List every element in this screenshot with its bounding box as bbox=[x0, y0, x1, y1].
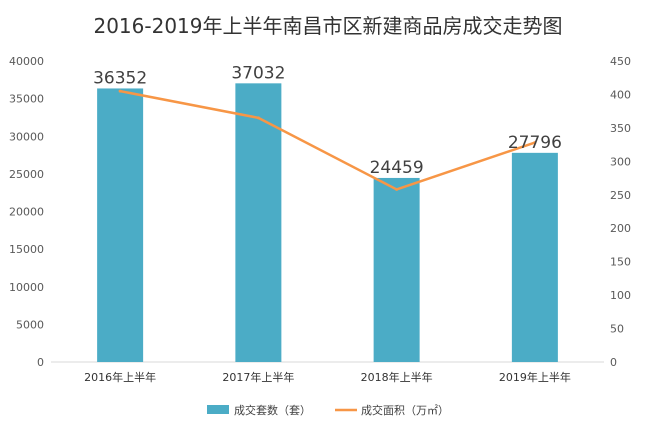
data-labels: 36352 37032 24459 27796 bbox=[93, 63, 562, 178]
axes: 0 5000 10000 15000 20000 25000 30000 35000 40000… bbox=[9, 55, 631, 384]
x-tick-label: 2018年上半年 bbox=[361, 370, 433, 384]
legend-label: 成交套数（套） bbox=[234, 403, 311, 417]
y-left-tick-label: 20000 bbox=[9, 206, 44, 219]
legend: 成交套数（套） 成交面积（万㎡） bbox=[207, 403, 449, 417]
y-left-tick-label: 0 bbox=[37, 356, 44, 369]
legend-swatch-bar bbox=[207, 405, 229, 414]
y-right-tick-label: 100 bbox=[610, 289, 631, 302]
line-series bbox=[118, 89, 537, 191]
data-label: 36352 bbox=[93, 68, 147, 88]
bar-series bbox=[97, 83, 558, 362]
line-point bbox=[118, 89, 122, 93]
data-label: 27796 bbox=[508, 133, 562, 153]
x-tick-label: 2017年上半年 bbox=[222, 370, 294, 384]
y-right-tick-label: 200 bbox=[610, 222, 631, 235]
y-right-tick-label: 400 bbox=[610, 88, 631, 101]
bar bbox=[511, 152, 558, 362]
line-path bbox=[119, 89, 536, 191]
y-right-tick-label: 50 bbox=[610, 323, 624, 336]
y-right-tick-label: 250 bbox=[610, 189, 631, 202]
y-left-tick-label: 30000 bbox=[9, 130, 44, 143]
y-left-tick-label: 10000 bbox=[9, 281, 44, 294]
y-left-tick-label: 35000 bbox=[9, 93, 44, 106]
data-label: 24459 bbox=[370, 158, 424, 178]
line-point bbox=[533, 141, 537, 145]
bar bbox=[235, 83, 282, 362]
x-tick-label: 2016年上半年 bbox=[84, 370, 156, 384]
line-point bbox=[256, 116, 260, 120]
y-right-tick-label: 0 bbox=[610, 356, 617, 369]
y-right-tick-label: 300 bbox=[610, 155, 631, 168]
x-tick-label: 2019年上半年 bbox=[499, 370, 571, 384]
bar bbox=[373, 177, 420, 362]
line-point bbox=[395, 187, 399, 191]
bar bbox=[97, 88, 144, 362]
data-label: 37032 bbox=[231, 63, 285, 83]
y-left-tick-label: 40000 bbox=[9, 55, 44, 68]
y-right-tick-label: 350 bbox=[610, 122, 631, 135]
y-left-tick-label: 5000 bbox=[16, 318, 44, 331]
legend-label: 成交面积（万㎡） bbox=[361, 403, 449, 417]
y-left-tick-label: 25000 bbox=[9, 168, 44, 181]
chart-title: 2016-2019年上半年南昌市区新建商品房成交走势图 bbox=[93, 14, 562, 38]
y-right-tick-label: 150 bbox=[610, 256, 631, 269]
y-left-tick-label: 15000 bbox=[9, 243, 44, 256]
y-right-tick-label: 450 bbox=[610, 55, 631, 68]
